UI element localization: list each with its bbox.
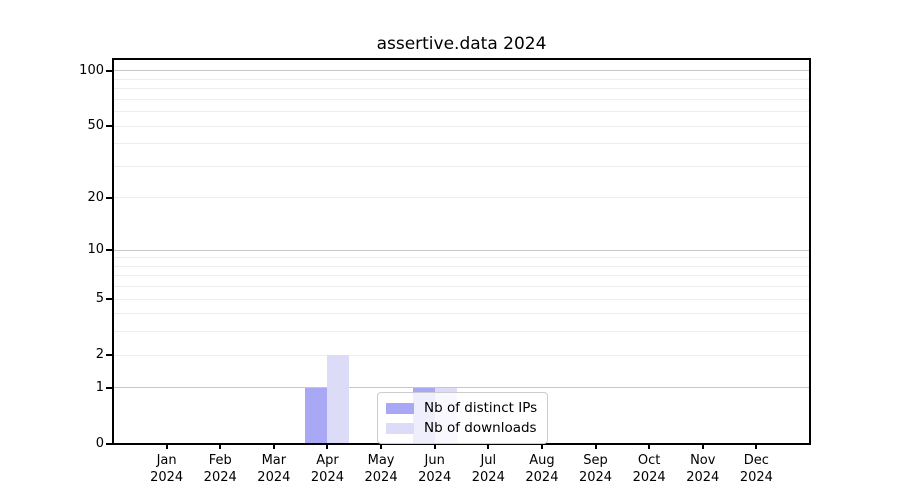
minor-gridline xyxy=(113,78,810,80)
x-tick-mark xyxy=(755,444,758,449)
x-tick-label: Mar 2024 xyxy=(257,453,291,485)
minor-gridline xyxy=(113,286,810,288)
x-tick-mark xyxy=(701,444,704,449)
x-tick-label: Oct 2024 xyxy=(632,453,666,485)
x-tick-label: May 2024 xyxy=(364,453,398,485)
x-tick-label: Dec 2024 xyxy=(739,453,773,485)
bar-distinct-ips xyxy=(305,387,328,444)
y-tick-label: 5 xyxy=(95,291,104,307)
downloads-swatch xyxy=(386,422,414,434)
y-tick-mark xyxy=(106,69,112,72)
x-tick-mark xyxy=(487,444,490,449)
legend: Nb of distinct IPs Nb of downloads xyxy=(377,392,549,444)
x-tick-label: Jul 2024 xyxy=(471,453,505,485)
minor-gridline xyxy=(113,265,810,267)
legend-label: Nb of distinct IPs xyxy=(424,400,538,416)
minor-gridline xyxy=(113,275,810,277)
x-tick-mark xyxy=(594,444,597,449)
y-tick-label: 20 xyxy=(87,189,104,205)
x-tick-label: Apr 2024 xyxy=(310,453,344,485)
minor-gridline xyxy=(113,354,810,356)
y-tick-mark xyxy=(106,354,112,357)
x-tick-mark xyxy=(219,444,222,449)
x-tick-mark xyxy=(326,444,329,449)
major-gridline xyxy=(113,387,810,389)
y-tick-mark xyxy=(106,196,112,199)
y-tick-label: 10 xyxy=(87,242,104,258)
legend-entry-distinct-ips: Nb of distinct IPs xyxy=(386,398,537,418)
minor-gridline xyxy=(113,313,810,315)
minor-gridline xyxy=(113,88,810,90)
plot-area: Nb of distinct IPs Nb of downloads 100 50… xyxy=(79,58,811,485)
minor-gridline xyxy=(113,98,810,100)
chart-title: assertive.data 2024 xyxy=(376,34,547,54)
minor-gridline xyxy=(113,331,810,333)
left-spine xyxy=(112,58,114,445)
y-tick-mark xyxy=(106,443,112,445)
x-tick-label: Aug 2024 xyxy=(525,453,559,485)
x-tick-mark xyxy=(272,444,275,449)
legend-label: Nb of downloads xyxy=(424,420,537,436)
y-tick-mark xyxy=(106,386,112,389)
minor-gridline xyxy=(113,111,810,113)
distinct-ips-swatch xyxy=(386,402,414,414)
y-tick-label: 0 xyxy=(95,436,104,451)
x-tick-mark xyxy=(433,444,436,449)
y-tick-mark xyxy=(106,249,112,252)
y-tick-label: 2 xyxy=(95,347,104,363)
x-tick-label: Feb 2024 xyxy=(203,453,237,485)
x-tick-label: Nov 2024 xyxy=(686,453,720,485)
y-tick-label: 1 xyxy=(95,379,104,395)
y-tick-mark xyxy=(106,125,112,128)
x-tick-label: Jun 2024 xyxy=(418,453,452,485)
x-tick-mark xyxy=(380,444,383,449)
minor-gridline xyxy=(113,165,810,167)
x-tick-mark xyxy=(165,444,168,449)
x-axis-line xyxy=(112,443,811,445)
minor-gridline xyxy=(113,143,810,145)
y-tick-label: 50 xyxy=(87,118,104,134)
legend-entry-downloads: Nb of downloads xyxy=(386,418,537,438)
major-gridline xyxy=(113,249,810,251)
top-spine xyxy=(112,58,811,60)
y-tick-mark xyxy=(106,298,112,301)
minor-gridline xyxy=(113,298,810,300)
right-spine xyxy=(809,58,811,445)
bar-downloads xyxy=(327,355,350,444)
x-tick-mark xyxy=(648,444,651,449)
minor-gridline xyxy=(113,125,810,127)
minor-gridline xyxy=(113,197,810,199)
y-tick-label: 100 xyxy=(79,62,104,78)
x-tick-label: Sep 2024 xyxy=(578,453,613,485)
x-tick-mark xyxy=(540,444,543,449)
x-tick-label: Jan 2024 xyxy=(150,453,184,485)
major-gridline xyxy=(113,70,810,72)
minor-gridline xyxy=(113,257,810,259)
